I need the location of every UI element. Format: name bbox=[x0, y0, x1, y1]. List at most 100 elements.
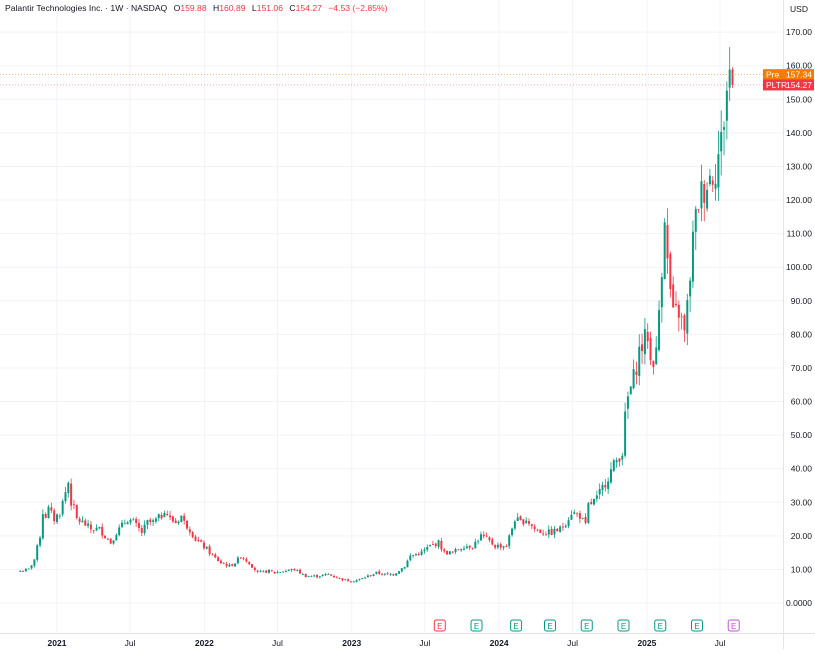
candle-body[interactable] bbox=[304, 573, 307, 578]
candle-body[interactable] bbox=[389, 574, 392, 576]
candle-body[interactable] bbox=[530, 524, 533, 526]
candle-body[interactable] bbox=[624, 411, 627, 456]
candle-body[interactable] bbox=[706, 189, 709, 209]
candle-body[interactable] bbox=[355, 580, 358, 582]
candle-body[interactable] bbox=[109, 538, 112, 544]
candle-body[interactable] bbox=[593, 498, 596, 505]
candlestick-series[interactable] bbox=[19, 47, 734, 583]
earnings-marker[interactable]: E bbox=[654, 619, 667, 632]
candle-body[interactable] bbox=[723, 127, 726, 130]
candle-body[interactable] bbox=[284, 570, 287, 572]
candle-body[interactable] bbox=[652, 360, 655, 368]
candle-body[interactable] bbox=[646, 332, 649, 342]
candle-body[interactable] bbox=[528, 521, 531, 524]
candle-body[interactable] bbox=[711, 180, 714, 185]
candle-body[interactable] bbox=[474, 541, 477, 549]
candle-body[interactable] bbox=[349, 581, 352, 583]
candle-body[interactable] bbox=[680, 316, 683, 318]
candle-body[interactable] bbox=[307, 576, 310, 578]
candle-body[interactable] bbox=[412, 555, 415, 556]
candle-body[interactable] bbox=[547, 529, 550, 535]
candle-body[interactable] bbox=[330, 574, 333, 576]
candle-body[interactable] bbox=[33, 559, 36, 566]
candle-body[interactable] bbox=[39, 537, 42, 546]
candle-body[interactable] bbox=[375, 571, 378, 574]
candle-body[interactable] bbox=[225, 563, 228, 567]
candle-body[interactable] bbox=[87, 523, 90, 526]
candle-body[interactable] bbox=[197, 540, 200, 542]
candle-body[interactable] bbox=[364, 577, 367, 579]
candle-body[interactable] bbox=[378, 571, 381, 574]
candle-body[interactable] bbox=[78, 518, 81, 522]
candle-body[interactable] bbox=[607, 481, 610, 490]
candle-body[interactable] bbox=[234, 563, 237, 567]
candle-body[interactable] bbox=[27, 568, 30, 570]
candle-body[interactable] bbox=[443, 549, 446, 552]
candle-body[interactable] bbox=[629, 386, 632, 395]
candle-body[interactable] bbox=[598, 489, 601, 495]
earnings-marker[interactable]: E bbox=[544, 619, 557, 632]
candle-body[interactable] bbox=[519, 516, 522, 520]
candle-body[interactable] bbox=[104, 535, 107, 538]
earnings-marker[interactable]: E bbox=[617, 619, 630, 632]
candle-body[interactable] bbox=[485, 535, 488, 537]
candle-body[interactable] bbox=[525, 520, 528, 524]
candle-body[interactable] bbox=[361, 578, 364, 579]
candle-body[interactable] bbox=[632, 369, 635, 389]
candle-body[interactable] bbox=[417, 553, 420, 556]
candle-body[interactable] bbox=[703, 184, 706, 203]
candle-body[interactable] bbox=[81, 520, 84, 523]
candle-body[interactable] bbox=[75, 504, 78, 518]
candle-body[interactable] bbox=[262, 570, 265, 572]
candle-body[interactable] bbox=[655, 347, 658, 365]
candle-body[interactable] bbox=[171, 516, 174, 522]
candle-body[interactable] bbox=[202, 542, 205, 549]
candle-body[interactable] bbox=[691, 231, 694, 282]
candle-body[interactable] bbox=[479, 534, 482, 541]
candle-body[interactable] bbox=[567, 520, 570, 527]
candle-body[interactable] bbox=[499, 544, 502, 548]
candle-body[interactable] bbox=[95, 527, 98, 531]
candle-body[interactable] bbox=[236, 557, 239, 564]
candle-body[interactable] bbox=[214, 554, 217, 558]
candle-body[interactable] bbox=[369, 575, 372, 577]
candle-body[interactable] bbox=[219, 560, 222, 564]
earnings-marker[interactable]: E bbox=[470, 619, 483, 632]
candle-body[interactable] bbox=[674, 303, 677, 305]
candle-body[interactable] bbox=[366, 575, 369, 578]
candle-body[interactable] bbox=[126, 522, 129, 525]
candle-body[interactable] bbox=[615, 460, 618, 463]
candle-body[interactable] bbox=[47, 506, 50, 519]
candle-body[interactable] bbox=[468, 545, 471, 548]
candle-body[interactable] bbox=[98, 526, 101, 529]
candle-body[interactable] bbox=[403, 567, 406, 569]
candle-body[interactable] bbox=[553, 528, 556, 535]
candle-body[interactable] bbox=[550, 528, 553, 535]
candle-body[interactable] bbox=[211, 554, 214, 556]
candle-body[interactable] bbox=[426, 547, 429, 550]
candle-body[interactable] bbox=[686, 300, 689, 334]
candle-body[interactable] bbox=[188, 529, 191, 533]
candle-body[interactable] bbox=[200, 540, 203, 542]
candle-body[interactable] bbox=[239, 557, 242, 559]
candle-body[interactable] bbox=[381, 573, 384, 575]
candle-body[interactable] bbox=[511, 528, 514, 536]
candle-body[interactable] bbox=[414, 554, 417, 556]
candle-body[interactable] bbox=[689, 280, 692, 297]
candle-body[interactable] bbox=[115, 534, 118, 541]
candle-body[interactable] bbox=[559, 526, 562, 532]
earnings-marker[interactable]: E bbox=[433, 619, 446, 632]
candle-body[interactable] bbox=[423, 549, 426, 552]
candle-body[interactable] bbox=[494, 545, 497, 548]
candle-body[interactable] bbox=[604, 485, 607, 488]
candle-body[interactable] bbox=[683, 315, 686, 331]
candle-body[interactable] bbox=[149, 519, 152, 523]
candle-body[interactable] bbox=[64, 492, 67, 502]
candle-body[interactable] bbox=[121, 522, 124, 527]
candle-body[interactable] bbox=[72, 504, 75, 506]
candle-body[interactable] bbox=[446, 550, 449, 555]
candle-body[interactable] bbox=[573, 512, 576, 515]
candle-body[interactable] bbox=[118, 527, 121, 536]
